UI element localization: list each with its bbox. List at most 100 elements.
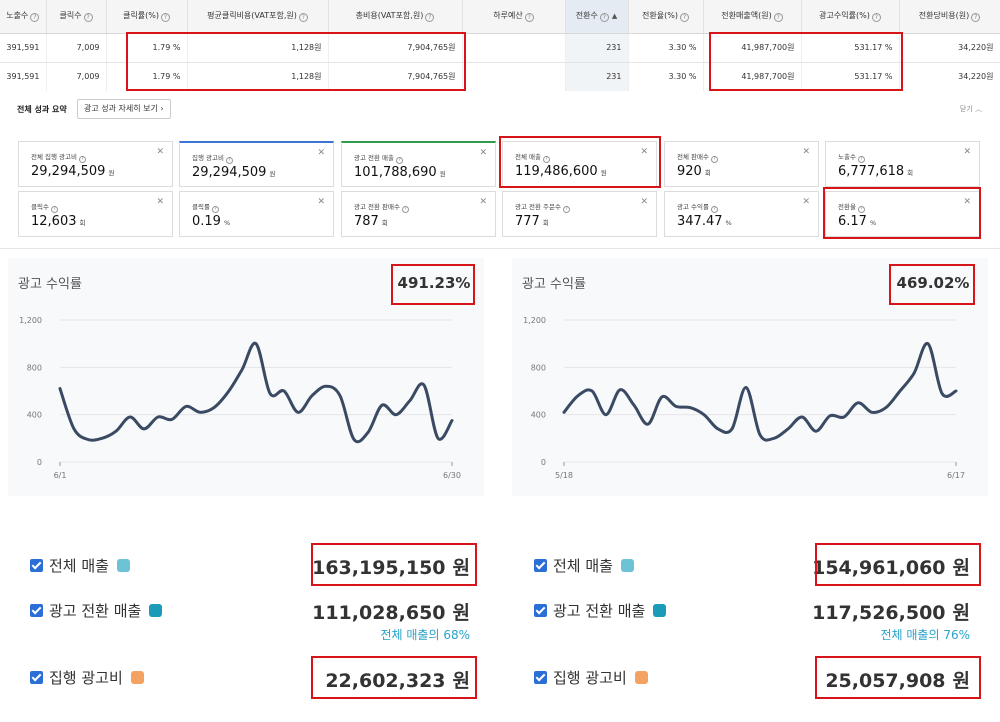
metric-unit: % <box>223 219 231 227</box>
help-icon[interactable]: ? <box>30 13 40 23</box>
col-impressions[interactable]: 노출수? <box>0 0 47 34</box>
help-icon[interactable]: ? <box>971 13 981 23</box>
table-header-row: 노출수? 클릭수? 클릭률(%)? 평균클릭비용(VAT포함,원)? 총비용(V… <box>0 0 1000 34</box>
help-icon[interactable]: ? <box>402 206 409 213</box>
help-icon[interactable]: ? <box>524 13 534 23</box>
data-point <box>241 369 243 371</box>
metric-unit: 회 <box>907 169 914 177</box>
checkbox-checked-icon[interactable] <box>534 559 547 572</box>
help-icon[interactable]: ? <box>679 13 689 23</box>
y-tick-label: 0 <box>37 458 42 467</box>
metric-card-ad-conv-revenue[interactable]: 광고 전환 매출? ✕ 101,788,690 원 <box>341 141 496 187</box>
checkbox-checked-icon[interactable] <box>534 604 547 617</box>
help-icon[interactable]: ? <box>710 156 718 163</box>
help-icon[interactable]: ? <box>425 13 435 23</box>
close-icon[interactable]: ✕ <box>963 197 971 207</box>
help-icon[interactable]: ? <box>160 13 170 23</box>
x-tick-label: 6/1 <box>54 471 67 480</box>
ad-conv-revenue-amount: 117,526,500 원 <box>812 602 970 624</box>
y-tick-label: 800 <box>531 363 546 372</box>
close-icon[interactable]: ✕ <box>479 197 487 207</box>
col-conv-revenue[interactable]: 전환매출액(원)? <box>703 0 802 34</box>
chevron-up-icon: ︿ <box>975 105 982 113</box>
detail-view-button[interactable]: 광고 성과 자세히 보기 › <box>77 99 171 119</box>
help-icon[interactable]: ? <box>563 206 570 213</box>
help-icon[interactable]: ? <box>225 157 233 164</box>
help-icon[interactable]: ? <box>83 13 93 23</box>
checkbox-checked-icon[interactable] <box>30 671 43 684</box>
help-icon[interactable]: ? <box>773 13 783 23</box>
revenue-share-text: 전체 매출의 68% <box>380 628 470 642</box>
help-icon[interactable]: ? <box>857 206 865 213</box>
help-icon[interactable]: ? <box>543 156 550 163</box>
legend-total-revenue[interactable]: 전체 매출 <box>534 555 634 576</box>
data-point <box>101 437 103 439</box>
metric-card-impressions[interactable]: 노출수? ✕ 6,777,618 회 <box>825 141 980 187</box>
metric-card-ad-conv-sales[interactable]: 광고 전환 판매수? ✕ 787 회 <box>341 191 496 237</box>
col-conversions[interactable]: 전환수? ▲ <box>565 0 629 34</box>
legend-total-revenue[interactable]: 전체 매출 <box>30 555 130 576</box>
data-point <box>437 437 439 439</box>
metric-unit: 원 <box>269 170 276 178</box>
help-icon[interactable]: ? <box>50 206 58 213</box>
col-clicks[interactable]: 클릭수? <box>46 0 107 34</box>
close-icon[interactable]: ✕ <box>479 148 487 158</box>
legend-ad-conv-revenue[interactable]: 광고 전환 매출 <box>534 600 667 621</box>
col-cost-per-conv[interactable]: 전환당비용(원)? <box>899 0 1000 34</box>
col-ctr[interactable]: 클릭률(%)? <box>106 0 188 34</box>
collapse-button[interactable]: 닫기 ︿ <box>959 105 982 113</box>
metric-card-ad-conv-orders[interactable]: 광고 전환 주문수? ✕ 777 회 <box>502 191 657 237</box>
close-icon[interactable]: ✕ <box>156 147 164 157</box>
col-total-cost[interactable]: 총비용(VAT포함,원)? <box>328 0 463 34</box>
legend-ad-conv-revenue[interactable]: 광고 전환 매출 <box>30 600 163 621</box>
metric-card-total-ad-spend[interactable]: 전체 집행 광고비? ✕ 29,294,509 원 <box>18 141 173 187</box>
metric-card-total-sales-count[interactable]: 전체 판매수? ✕ 920 회 <box>664 141 819 187</box>
roas-line-chart-right: 0 400 800 1,200 5/18 6/17 <box>523 316 965 480</box>
col-avg-cpc[interactable]: 평균클릭비용(VAT포함,원)? <box>187 0 329 34</box>
help-icon[interactable]: ? <box>298 13 308 23</box>
close-icon[interactable]: ✕ <box>317 197 325 207</box>
help-icon[interactable]: ? <box>79 156 86 163</box>
metric-card-total-revenue[interactable]: 전체 매출? ✕ 119,486,600 원 <box>502 141 657 187</box>
help-icon[interactable]: ? <box>710 206 718 213</box>
close-icon[interactable]: ✕ <box>317 148 325 158</box>
col-roas[interactable]: 광고수익률(%)? <box>801 0 900 34</box>
close-icon[interactable]: ✕ <box>640 147 648 157</box>
help-icon[interactable]: ? <box>871 13 881 23</box>
metric-card-clicks[interactable]: 클릭수? ✕ 12,603 회 <box>18 191 173 237</box>
close-icon[interactable]: ✕ <box>640 197 648 207</box>
col-daily-budget[interactable]: 하루예산? <box>462 0 566 34</box>
cell-clicks: 7,009 <box>46 33 107 63</box>
help-icon[interactable]: ? <box>857 156 865 163</box>
data-point <box>591 390 593 392</box>
close-icon[interactable]: ✕ <box>156 197 164 207</box>
revenue-share-text: 전체 매출의 76% <box>880 628 970 642</box>
checkbox-checked-icon[interactable] <box>534 671 547 684</box>
legend-ad-spend[interactable]: 집행 광고비 <box>534 667 648 688</box>
highlight-box <box>709 32 903 91</box>
data-point <box>227 391 229 393</box>
metric-card-ctr[interactable]: 클릭률? ✕ 0.19% <box>179 191 334 237</box>
total-revenue-amount: 154,961,060 원 <box>812 557 970 579</box>
table-row[interactable]: 391,591 7,009 1.79 % 1,128원 7,904,765원 2… <box>0 33 1000 63</box>
y-tick-label: 400 <box>27 411 42 420</box>
metric-card-roas[interactable]: 광고 수익률? ✕ 347.47% <box>664 191 819 237</box>
metric-value: 920 <box>677 164 702 179</box>
legend-ad-spend[interactable]: 집행 광고비 <box>30 667 144 688</box>
help-icon[interactable]: ? <box>396 157 404 164</box>
sort-asc-icon[interactable]: ▲ <box>611 12 618 21</box>
close-icon[interactable]: ✕ <box>802 197 810 207</box>
y-tick-label: 1,200 <box>19 316 42 325</box>
checkbox-checked-icon[interactable] <box>30 559 43 572</box>
data-point <box>773 437 775 439</box>
cell-impressions: 391,591 <box>0 62 47 92</box>
close-icon[interactable]: ✕ <box>963 147 971 157</box>
checkbox-checked-icon[interactable] <box>30 604 43 617</box>
help-icon[interactable]: ? <box>599 13 609 23</box>
metric-card-ad-spend[interactable]: 집행 광고비? ✕ 29,294,509 원 <box>179 141 334 187</box>
metric-card-conv-rate[interactable]: 전환율? ✕ 6.17% <box>825 191 980 237</box>
col-conv-rate[interactable]: 전환율(%)? <box>628 0 704 34</box>
close-icon[interactable]: ✕ <box>802 147 810 157</box>
help-icon[interactable]: ? <box>211 206 219 213</box>
data-point <box>801 416 803 418</box>
